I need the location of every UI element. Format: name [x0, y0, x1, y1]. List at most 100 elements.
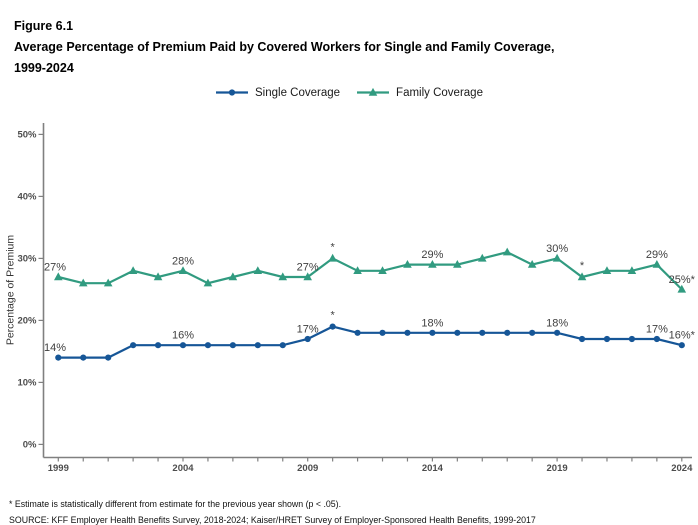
footnote-source: SOURCE: KFF Employer Health Benefits Sur… [9, 514, 536, 525]
data-point [429, 329, 436, 336]
data-point [602, 266, 612, 274]
point-label: 30% [546, 243, 568, 255]
point-label: 27% [44, 262, 66, 274]
point-label: * [330, 241, 335, 253]
point-label: 28% [172, 255, 194, 267]
data-point [379, 329, 386, 336]
data-point [378, 266, 387, 274]
point-label: 14% [44, 342, 66, 354]
data-point [78, 278, 88, 287]
y-tick-label: 40% [17, 192, 37, 203]
data-point [603, 335, 611, 343]
point-label: 29% [646, 249, 668, 261]
point-label: 25%* [669, 274, 696, 286]
point-label: 29% [421, 249, 443, 261]
data-point [454, 329, 461, 336]
data-point [678, 342, 685, 349]
chart-footnotes: * Estimate is statistically different fr… [9, 497, 536, 525]
data-point [55, 354, 62, 361]
legend-label: Single Coverage [255, 86, 341, 99]
data-point [529, 329, 536, 336]
data-point [279, 342, 286, 349]
chart-legend: Single Coverage Family Coverage [0, 86, 698, 99]
data-point [527, 260, 537, 268]
y-tick-label: 30% [17, 254, 37, 265]
legend-label: Family Coverage [396, 86, 483, 99]
legend-key-marker [228, 89, 236, 96]
data-point [304, 335, 311, 343]
data-point [479, 329, 486, 336]
y-tick-label: 0% [23, 440, 37, 451]
data-point [178, 266, 188, 274]
data-point [404, 329, 411, 336]
data-point [504, 329, 511, 336]
y-axis-title: Percentage of Premium [5, 235, 17, 346]
point-label: * [330, 310, 335, 322]
point-label: 16% [172, 330, 194, 342]
x-tick-label: 2024 [671, 463, 693, 474]
x-tick-label: 2004 [172, 463, 194, 474]
data-point [254, 342, 261, 349]
data-point [628, 335, 636, 343]
data-point [329, 323, 336, 330]
data-point [428, 260, 437, 268]
x-tick-label: 2009 [297, 463, 318, 474]
series-family [54, 247, 687, 293]
series-line [58, 325, 683, 359]
x-tick-label: 2014 [422, 463, 444, 474]
chart-title-line1: Average Percentage of Premium Paid by Co… [14, 40, 555, 54]
triangle-legend-key-icon [357, 87, 390, 96]
figure-number: Figure 6.1 [14, 19, 74, 33]
data-point [179, 342, 187, 349]
point-label: 18% [421, 317, 443, 329]
chart-title-line2: 1999-2024 [14, 61, 74, 75]
data-point [153, 272, 163, 281]
legend-key-marker [368, 87, 378, 96]
axes: 0% 10% 20% 30% 40% 50% 1999 2004 2009 2014 2019 202… [17, 123, 693, 474]
data-point [229, 342, 236, 349]
data-point [353, 266, 362, 274]
data-point [653, 335, 660, 343]
data-point [203, 278, 213, 287]
data-point [105, 354, 112, 361]
point-label: 16%* [669, 330, 696, 342]
y-tick-label: 10% [17, 378, 37, 389]
y-tick-label: 50% [17, 130, 37, 141]
data-point [554, 329, 561, 336]
data-point [578, 335, 586, 343]
data-point [502, 247, 512, 256]
data-point [354, 329, 361, 336]
footnote-estimate: * Estimate is statistically different fr… [9, 499, 342, 509]
x-tick-label: 2019 [547, 463, 568, 474]
series-single [55, 323, 685, 361]
data-point [477, 253, 487, 262]
data-point [130, 342, 137, 349]
data-point [204, 342, 212, 349]
legend-item-single: Single Coverage [215, 86, 340, 99]
data-point [103, 278, 113, 287]
point-label: 27% [297, 262, 319, 274]
point-label: 17% [297, 324, 319, 336]
x-tick-label: 1999 [48, 463, 69, 474]
data-point [253, 266, 263, 274]
legend-item-family: Family Coverage [356, 86, 483, 99]
data-point [677, 284, 687, 293]
series-line [58, 251, 683, 291]
point-label: 18% [546, 317, 568, 329]
y-tick-label: 20% [17, 316, 37, 327]
circle-legend-key-icon [216, 89, 249, 96]
data-point [328, 253, 337, 262]
chart-header: Figure 6.1 Average Percentage of Premium… [14, 16, 654, 79]
data-point [80, 354, 87, 361]
data-point [303, 272, 312, 281]
data-point [577, 272, 587, 281]
point-label: * [580, 260, 585, 272]
data-point [128, 266, 138, 274]
data-point [54, 272, 63, 281]
data-point [652, 260, 662, 268]
data-point [154, 342, 162, 349]
data-point [552, 253, 562, 262]
data-point [278, 272, 288, 281]
